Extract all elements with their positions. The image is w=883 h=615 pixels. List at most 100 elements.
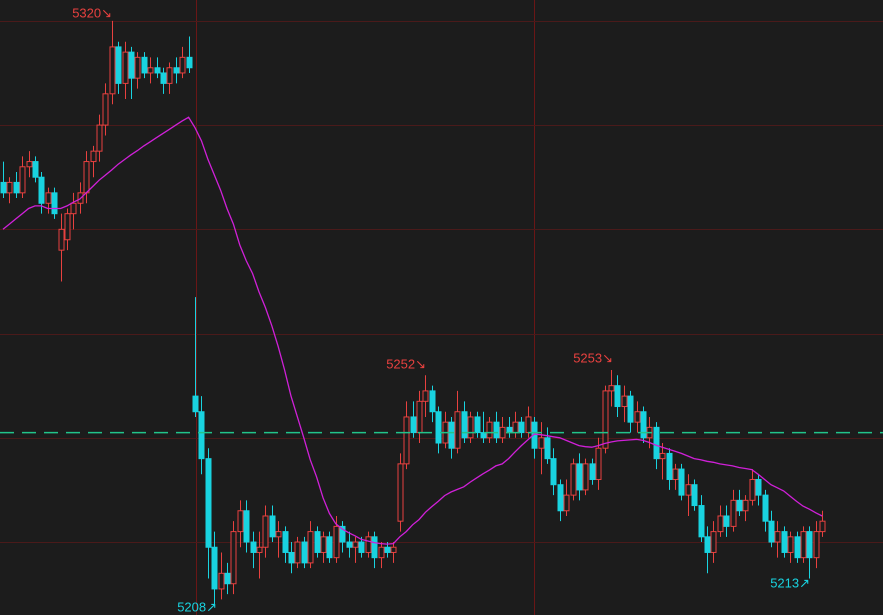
candle-body [627,395,634,423]
candle-body [58,228,65,251]
candle-body [51,192,58,215]
candle-body [243,510,250,543]
candle-body [275,531,282,538]
candle-body [557,484,564,512]
candle-body [147,67,154,74]
candle-body [506,426,513,434]
candle-body [422,390,429,402]
candle-body [346,541,353,548]
candle-body [544,437,551,460]
candle-body [480,432,487,439]
candle-body [672,468,679,480]
candle-body [19,166,26,194]
candle-body [512,421,519,434]
candle-body [429,390,436,413]
candle-body [326,536,333,559]
candle-body [800,531,807,559]
extreme-annotation: 5213↗ [770,575,810,590]
candle-body [691,484,698,507]
candle-body [269,515,276,538]
candle-body [448,421,455,449]
candle-body [294,541,301,564]
candle-body [768,520,775,543]
candle-body [45,192,52,204]
candle-body [806,531,813,559]
candle-body [576,463,583,491]
candle-body [640,411,647,439]
candle-body [538,437,545,449]
candle-body [288,551,295,564]
candle-body [96,124,103,152]
candle-body [205,458,212,548]
candle-body [710,531,717,553]
extreme-annotation: 5253↘ [573,350,613,365]
candle-body [301,541,308,564]
candle-body [179,56,186,74]
candle-body [461,411,468,439]
candle-body [563,494,570,512]
candle-body [730,499,737,527]
candle-body [211,546,218,590]
candle-body [467,416,474,439]
candle-body [666,452,673,480]
candle-body [659,452,666,460]
candle-body [499,426,506,439]
extreme-annotation: 5208↗ [177,599,217,614]
candle-body [13,181,20,194]
candle-body [173,67,180,74]
candle-body [256,546,263,553]
candle-body [614,385,621,408]
candle-body [339,525,346,543]
candle-body [736,499,743,512]
candle-body [474,416,481,434]
candle-body [282,531,289,553]
candle-body [160,72,167,84]
candle-body [230,531,237,585]
candle-body [333,525,340,559]
candle-body [192,395,199,413]
candle-body [602,390,609,449]
candle-body [717,515,724,533]
candle-body [307,531,314,564]
candle-body [64,213,71,241]
extreme-annotation: 5252↘ [386,356,426,371]
candle-body [525,416,532,434]
candle-body [314,531,321,553]
candle-body [90,150,97,163]
candle-body [698,505,705,538]
candle-body [621,395,628,408]
candle-body [320,536,327,553]
candle-body [787,536,794,553]
candle-body [595,447,602,480]
candle-body [115,46,122,84]
candle-body [38,176,45,204]
candle-body [237,510,244,533]
candle-body [83,161,90,194]
candle-body [582,463,589,491]
candle-body [371,536,378,559]
candle-body [397,463,404,522]
candle-body [134,56,141,79]
candle-body [352,541,359,548]
candle-body [819,520,826,533]
candle-body [32,161,39,178]
candle-body [378,546,385,559]
moving-average-line [2,116,823,545]
candle-body [589,463,596,480]
candle-body [653,426,660,460]
candle-body [122,51,129,84]
candle-body [218,572,225,590]
candle-body [262,515,269,548]
candle-body [685,484,692,496]
candle-body [416,400,423,434]
candle-body [250,541,257,553]
candle-body [518,421,525,434]
candle-body [141,56,148,74]
candle-body [102,93,109,126]
candle-body [365,536,372,553]
candle-body [358,541,365,553]
candle-body [26,161,33,168]
